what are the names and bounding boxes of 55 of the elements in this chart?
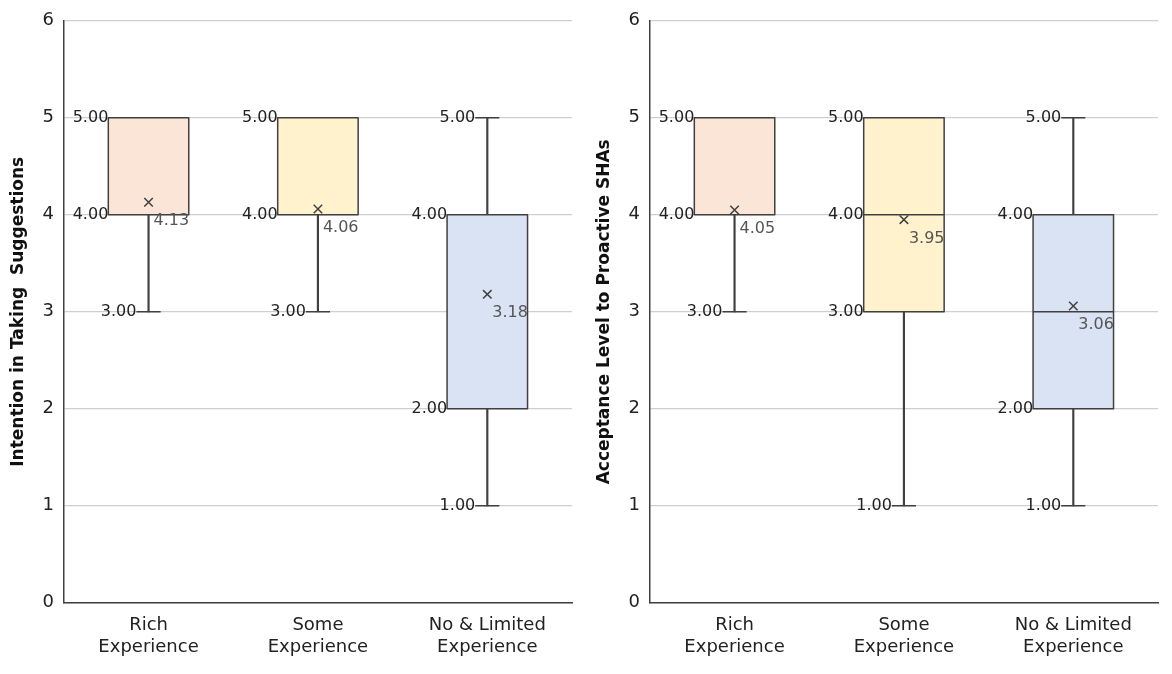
- y-tick-label: 5: [628, 105, 640, 127]
- annotation: 1.00: [856, 494, 892, 514]
- point: [729, 204, 740, 215]
- annotation: 2.00: [997, 397, 1034, 417]
- annotation: 3.95: [908, 227, 945, 247]
- annotation: 5.00: [828, 106, 864, 126]
- y-tick-label: 0: [628, 590, 640, 612]
- point: [898, 214, 909, 225]
- y-tick-label: 3: [42, 299, 54, 321]
- y-tick-label: 5: [42, 105, 54, 127]
- annotation: 1.00: [439, 494, 476, 514]
- annotation: 3.00: [686, 300, 723, 320]
- x-tick-label: Some Experience: [853, 613, 955, 656]
- annotation: 3.18: [492, 302, 528, 322]
- annotation: 5.00: [242, 106, 278, 126]
- y-tick-label: 4: [42, 202, 54, 224]
- annotation: 5.00: [1025, 106, 1062, 126]
- annotation: 3.00: [270, 300, 306, 320]
- y-tick-label: 1: [42, 493, 54, 515]
- y-tick-label: 4: [628, 202, 640, 224]
- y-axis-title: Acceptance Level to Proactive SHAs: [592, 139, 613, 485]
- y-tick-label: 1: [628, 493, 640, 515]
- annotation: 4.00: [411, 203, 448, 223]
- x-tick-label: No & Limited Experience: [428, 613, 546, 656]
- annotation: 4.00: [828, 203, 864, 223]
- annotation: 4.00: [242, 203, 278, 223]
- annotation: 3.00: [828, 300, 864, 320]
- point: [143, 197, 154, 208]
- x-tick-label: Rich Experience: [98, 613, 199, 656]
- x-tick-label: Rich Experience: [684, 613, 785, 656]
- annotation: 4.06: [322, 217, 359, 237]
- point: [312, 203, 323, 214]
- y-tick-label: 0: [42, 590, 54, 612]
- annotation: 1.00: [1025, 494, 1062, 514]
- annotation: 3.06: [1078, 314, 1114, 334]
- x-tick-label: Some Experience: [267, 613, 369, 656]
- annotation: 4.00: [72, 203, 109, 223]
- y-tick-label: 2: [628, 396, 640, 418]
- y-tick-label: 3: [628, 299, 640, 321]
- y-tick-label: 2: [42, 396, 54, 418]
- point: [1068, 300, 1079, 311]
- x-tick-label: No & Limited Experience: [1014, 613, 1132, 656]
- y-axis-title: Intention in Taking Suggestions: [6, 156, 27, 467]
- point: [482, 289, 493, 300]
- y-tick-label: 6: [42, 8, 54, 30]
- annotation: 5.00: [72, 106, 109, 126]
- annotation: 2.00: [411, 397, 448, 417]
- annotation: 4.05: [739, 218, 776, 238]
- annotation: 4.00: [997, 203, 1034, 223]
- annotation: 5.00: [658, 106, 695, 126]
- annotation: 3.00: [100, 300, 137, 320]
- annotation: 5.00: [439, 106, 476, 126]
- annotation: 4.00: [658, 203, 695, 223]
- annotation: 4.13: [153, 210, 190, 230]
- y-tick-label: 6: [628, 8, 640, 30]
